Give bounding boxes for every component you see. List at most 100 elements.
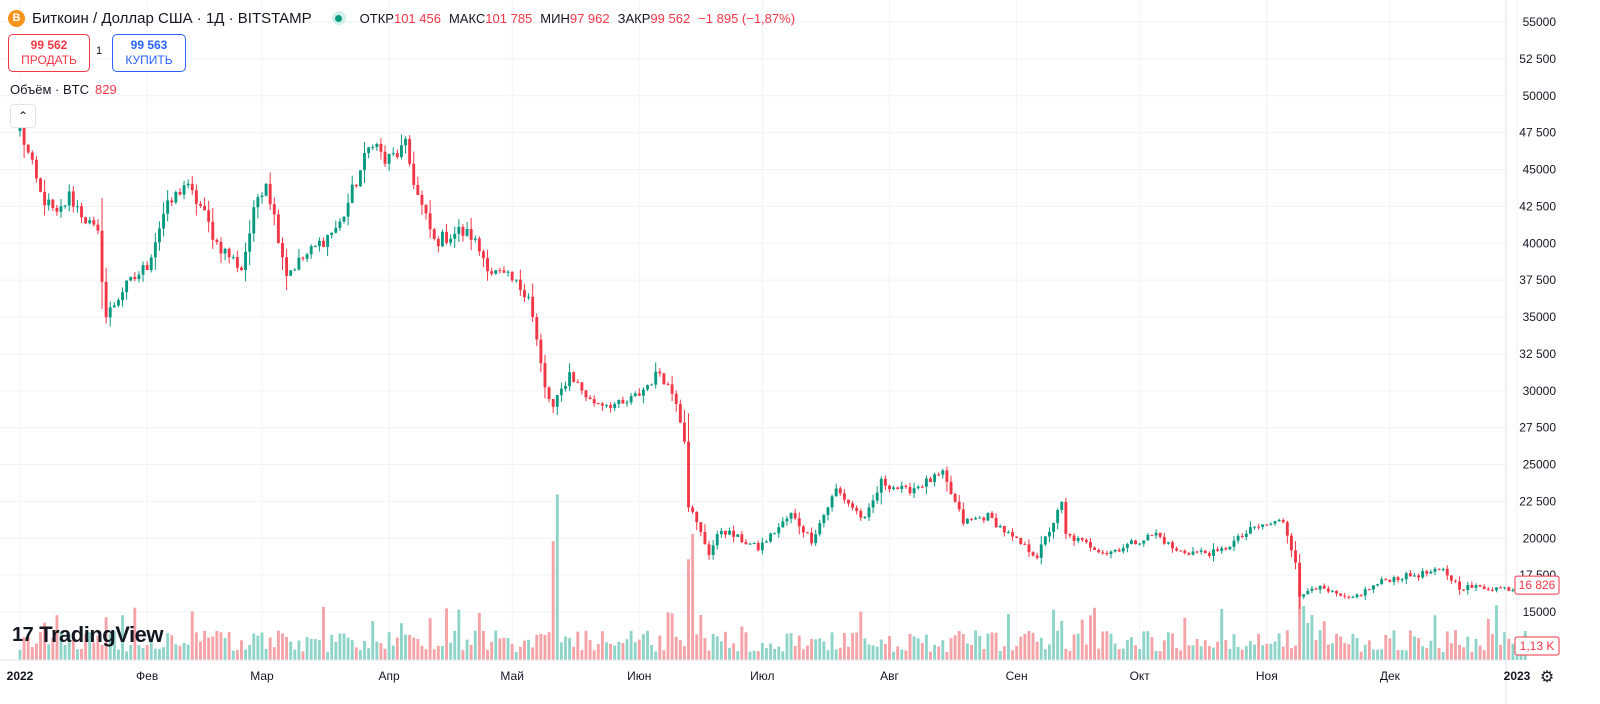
y-tick-label: 15000: [1523, 605, 1557, 619]
y-tick-label: 25000: [1523, 458, 1557, 472]
candle-body: [1302, 594, 1306, 597]
volume-bar: [666, 612, 670, 660]
candle-body: [797, 518, 801, 527]
volume-bar: [453, 630, 457, 660]
volume-bar: [199, 641, 202, 660]
candle-body: [473, 238, 477, 240]
volume-bar: [1425, 648, 1429, 660]
volume-legend[interactable]: Объём · BTC 829: [10, 82, 117, 97]
candle-body: [912, 488, 916, 494]
candle-body: [1035, 555, 1039, 558]
volume-bar: [777, 646, 781, 660]
volume-bar: [998, 651, 1002, 660]
volume-bar: [457, 609, 461, 660]
candle-body: [1097, 549, 1101, 553]
candle-body: [158, 228, 161, 243]
y-tick-label: 45000: [1523, 163, 1557, 177]
candle-body: [1425, 571, 1429, 574]
candle-body: [486, 258, 489, 272]
chart-grid: [0, 0, 1518, 660]
candle-body: [1130, 540, 1133, 545]
symbol-title[interactable]: Биткоин / Доллар США · 1Д · BITSTAMP: [32, 9, 312, 27]
volume-bar: [1002, 646, 1006, 660]
candle-body: [588, 397, 592, 400]
symbol-header: B Биткоин / Доллар США · 1Д · BITSTAMP О…: [8, 8, 795, 28]
market-status-icon[interactable]: [331, 11, 346, 25]
volume-bar: [67, 633, 71, 660]
volume-bar: [1310, 615, 1314, 660]
candle-body: [260, 195, 264, 198]
volume-bar: [1478, 645, 1482, 660]
last-volume-tag: [1514, 636, 1560, 656]
candle-body: [1454, 580, 1457, 582]
candle-body: [641, 389, 645, 396]
volume-bar: [1048, 644, 1051, 660]
candle-body: [900, 485, 904, 489]
volume-bar: [1372, 649, 1375, 660]
volume-bar: [26, 636, 30, 660]
volume-bar: [1306, 622, 1310, 660]
volume-bar: [957, 631, 961, 660]
candle-body: [1101, 552, 1105, 554]
candle-body: [1380, 579, 1384, 585]
volume-bar: [1289, 648, 1293, 660]
candle-body: [994, 517, 998, 528]
candle-body: [1006, 532, 1010, 534]
candle-body: [1351, 597, 1355, 599]
volume-bar: [162, 647, 165, 660]
tradingview-logo[interactable]: 17 TradingView: [12, 622, 163, 648]
volume-bar: [1183, 617, 1187, 660]
volume-bar: [781, 651, 785, 660]
volume-bar: [1138, 649, 1142, 660]
volume-bar: [1400, 649, 1404, 660]
sell-button[interactable]: 99 562 ПРОДАТЬ: [8, 34, 90, 72]
volume-bar: [1105, 631, 1109, 660]
candle-body: [1417, 575, 1421, 578]
candle-body: [568, 372, 572, 387]
candle-body: [1175, 548, 1179, 551]
candle-body: [892, 487, 896, 490]
candle-body: [47, 199, 51, 206]
gear-icon[interactable]: ⚙: [1539, 669, 1555, 686]
candle-body: [494, 270, 498, 274]
candle-body: [391, 153, 395, 155]
buy-button[interactable]: 99 563 КУПИТЬ: [112, 34, 186, 72]
candle-body: [965, 518, 969, 524]
candle-body: [736, 534, 740, 537]
volume-bar: [219, 632, 223, 660]
candle-body: [945, 470, 949, 482]
candle-body: [1220, 548, 1224, 551]
volume-bar: [879, 639, 883, 660]
candle-body: [1408, 573, 1412, 577]
volume-bar: [576, 631, 580, 660]
candle-body: [806, 532, 809, 534]
volume-bar: [736, 651, 740, 660]
candle-body: [539, 339, 543, 364]
volume-bar: [1166, 632, 1170, 660]
candle-body: [1499, 587, 1503, 589]
candle-body: [1458, 581, 1462, 590]
volume-bar: [1474, 638, 1478, 660]
volume-bar: [84, 633, 88, 660]
volume-bar: [621, 643, 625, 660]
volume-bar: [371, 621, 375, 660]
candle-body: [916, 486, 920, 489]
candle-body: [1306, 590, 1310, 595]
candle-body: [1142, 540, 1146, 544]
candle-body: [1039, 544, 1043, 558]
volume-bar: [1273, 641, 1277, 660]
candle-body: [596, 403, 600, 405]
candle-body: [363, 153, 366, 171]
chevron-up-icon[interactable]: ⌃: [10, 104, 36, 128]
candle-body: [941, 470, 945, 475]
volume-bar: [395, 637, 399, 660]
volume-bar: [293, 649, 297, 660]
candle-body: [514, 279, 518, 281]
candle-body: [1228, 546, 1232, 550]
volume-bar: [129, 644, 133, 660]
candle-body: [194, 190, 198, 204]
candle-body: [953, 493, 957, 502]
sell-price: 99 562: [30, 38, 68, 52]
candle-body: [896, 487, 900, 489]
